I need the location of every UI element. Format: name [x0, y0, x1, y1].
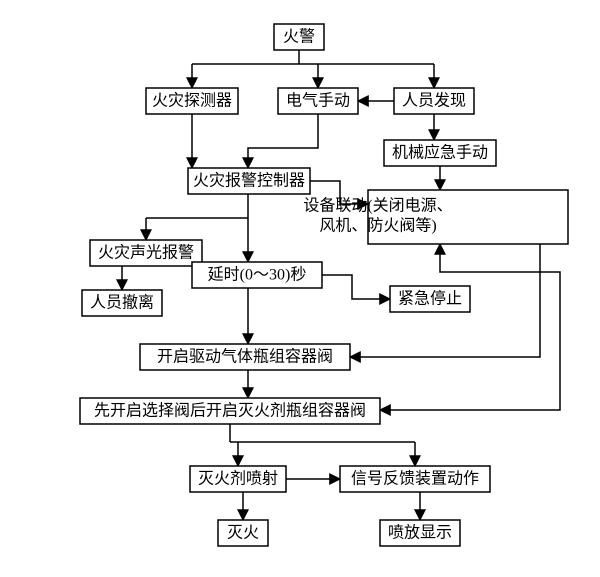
flow-edge [380, 244, 560, 410]
node-interlock: 设备联动(关闭电源、风机、防火阀等) [303, 190, 568, 244]
node-open-sel-valve: 先开启选择阀后开启灭火剂瓶组容器阀 [80, 398, 380, 424]
node-label: 开启驱动气体瓶组容器阀 [157, 348, 333, 366]
node-label: 灭火 [227, 525, 259, 542]
node-label: 火灾声光报警 [98, 244, 194, 262]
node-evacuate: 人员撤离 [82, 290, 162, 316]
node-controller: 火灾报警控制器 [188, 168, 310, 194]
node-spray-display: 喷放显示 [380, 520, 460, 546]
node-sound-light: 火灾声光报警 [90, 240, 202, 266]
node-mech-manual: 机械应急手动 [384, 140, 496, 166]
node-label: 灭火剂喷射 [198, 470, 278, 488]
flow-edge [322, 275, 390, 299]
flow-edge [248, 114, 318, 168]
node-label: 电气手动 [286, 92, 350, 110]
node-person-find: 人员发现 [394, 88, 474, 114]
node-elec-manual: 电气手动 [278, 88, 358, 114]
node-label: 火警 [283, 28, 315, 46]
node-label: 信号反馈装置动作 [351, 470, 479, 488]
node-label: 人员撤离 [90, 294, 154, 312]
node-label: 设备联动(关闭电源、 [303, 197, 452, 215]
node-fire-alarm: 火警 [274, 24, 324, 50]
node-label: 机械应急手动 [392, 143, 488, 162]
node-label: 火灾探测器 [152, 92, 232, 110]
node-delay: 延时(0～30)秒 [192, 262, 322, 288]
node-label: 紧急停止 [398, 290, 462, 308]
node-detector: 火灾探测器 [146, 88, 238, 114]
node-agent-spray: 灭火剂喷射 [190, 466, 286, 492]
node-open-drive-valve: 开启驱动气体瓶组容器阀 [140, 344, 350, 370]
node-label: 先开启选择阀后开启灭火剂瓶组容器阀 [94, 402, 366, 420]
node-extinguish: 灭火 [218, 520, 268, 546]
node-emergency-stop: 紧急停止 [390, 286, 470, 312]
node-feedback: 信号反馈装置动作 [340, 466, 490, 492]
node-label: 人员发现 [402, 92, 466, 110]
node-label: 喷放显示 [388, 524, 452, 542]
node-label: 火灾报警控制器 [193, 172, 305, 190]
node-label: 风机、防火阀等) [319, 217, 436, 235]
node-label: 延时(0～30)秒 [208, 266, 307, 284]
